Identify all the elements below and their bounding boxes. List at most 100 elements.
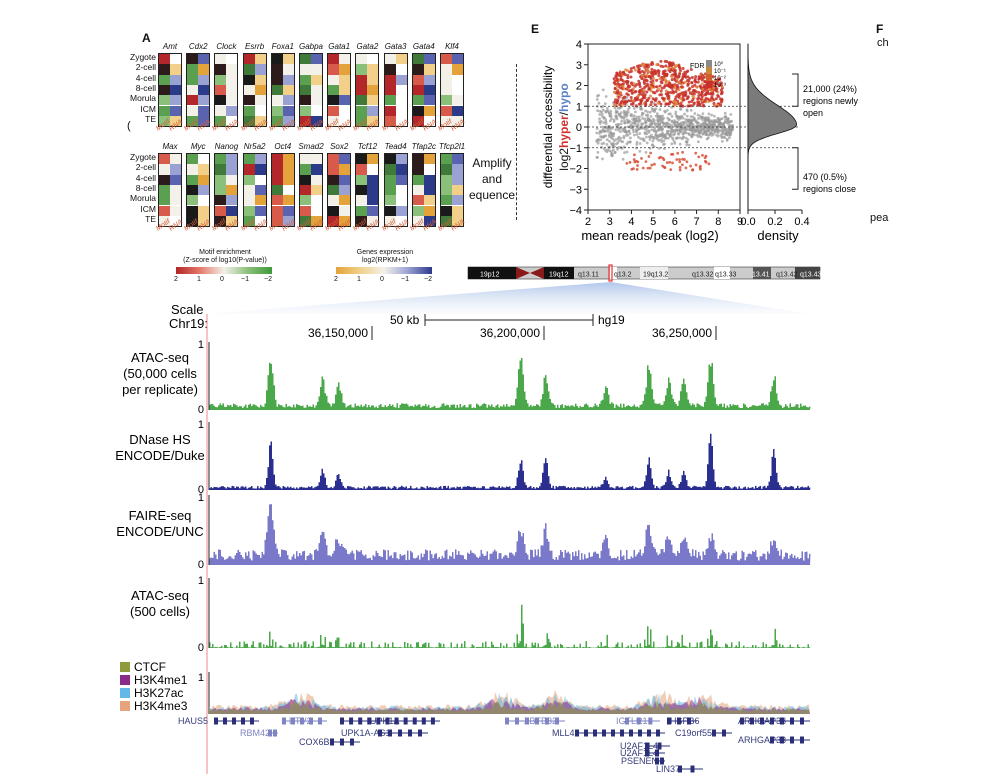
scatter-point [719, 117, 723, 121]
scatter-point [700, 82, 704, 86]
gene-label: COX6B1 [299, 737, 335, 747]
motif-cell [159, 105, 170, 116]
ideogram-band [640, 267, 668, 279]
scatter-point [596, 109, 599, 113]
scatter-point [677, 128, 680, 132]
scatter-point [645, 141, 649, 145]
scatter-point [688, 91, 692, 95]
scatter-point [648, 110, 652, 114]
motif-cell [300, 174, 311, 185]
motif-cell [384, 184, 396, 196]
scatter-point [687, 133, 691, 136]
scatter-point [638, 132, 642, 135]
scatter-point [676, 151, 680, 155]
rna-cell [282, 84, 294, 96]
panel-f-fragment-top: ch [877, 37, 889, 49]
motif-cell [243, 84, 255, 96]
gene-label: RBM42 [240, 728, 270, 738]
scatter-point [647, 155, 651, 158]
scatter-point [612, 120, 616, 123]
scatter-point [685, 160, 689, 164]
scatter-point [641, 138, 645, 142]
motif-cell [215, 195, 227, 206]
scatter-point [690, 81, 694, 85]
scatter-point [661, 65, 665, 69]
gene-exon [430, 717, 435, 725]
scatter-point [699, 97, 703, 101]
scatter-point [635, 140, 639, 144]
scatter-point [704, 118, 708, 121]
motif-cell [356, 74, 368, 85]
gene-header: Cdx2 [188, 42, 208, 51]
stage-label: TE [145, 213, 156, 224]
motif-cell [328, 95, 340, 106]
scatter-point [664, 92, 668, 96]
rna-cell [367, 115, 379, 126]
scatter-point [646, 116, 650, 120]
heatmap-cell-group [411, 153, 436, 227]
gene-header: Tead4 [384, 142, 407, 151]
legend-expr-sub: log2(RPKM+1) [361, 257, 409, 264]
gene-header: Sox2 [330, 142, 349, 151]
motif-cell [187, 195, 199, 206]
histone-legend-label: H3K27ac [134, 686, 183, 700]
gene-label: MLL4 [552, 728, 575, 738]
motif-cell [243, 154, 255, 165]
scatter-point [718, 97, 722, 101]
scatter-point [609, 114, 613, 118]
scatter-point [667, 90, 671, 94]
gene-exon [770, 736, 774, 744]
motif-cell [271, 74, 283, 85]
track-ymin: 0 [198, 404, 204, 416]
scatter-point [652, 128, 656, 132]
scatter-point [621, 84, 625, 88]
scatter-point [624, 80, 628, 84]
gene-header: Max [162, 142, 178, 151]
rna-cell [367, 95, 379, 106]
scatter-point [637, 64, 641, 68]
rna-cell [423, 174, 435, 185]
motif-cell [328, 84, 340, 96]
scatter-point [718, 129, 722, 133]
motif-cell [271, 215, 283, 226]
scatter-point [625, 113, 629, 117]
scatter-point [716, 116, 720, 120]
scatter-point [697, 117, 700, 120]
scatter-point [632, 66, 636, 70]
scatter-point [614, 111, 618, 115]
rna-cell [452, 95, 463, 106]
scatter-point [685, 120, 689, 124]
rna-cell [282, 64, 294, 75]
scatter-point [672, 90, 676, 94]
motif-cell [384, 95, 396, 106]
motif-cell [412, 184, 424, 196]
motif-cell [187, 164, 199, 175]
scatter-point [675, 77, 679, 81]
motif-cell [412, 64, 424, 75]
scatter-point [673, 120, 677, 124]
scatter-point [604, 125, 608, 129]
scatter-point [679, 102, 683, 106]
scatter-point [703, 129, 707, 133]
track-ymin: 0 [198, 559, 204, 571]
ideogram-band [468, 267, 516, 279]
gene-header: Amt [162, 42, 178, 51]
heatmap-cell-group [355, 153, 380, 227]
rna-cell [198, 95, 210, 106]
track-name: (50,000 cells [123, 366, 197, 381]
gene-label: PSENEN [621, 756, 658, 766]
scatter-point [648, 138, 652, 141]
rna-cell [198, 184, 210, 196]
scatter-point [628, 160, 632, 164]
scatter-point [697, 130, 701, 134]
motif-cell [243, 184, 255, 196]
scatter-point [653, 162, 656, 166]
scatter-point [607, 112, 611, 115]
scatter-point [711, 75, 715, 79]
scatter-point [654, 124, 657, 128]
motif-cell [159, 205, 170, 216]
scatter-point [603, 129, 606, 133]
scatter-point [633, 122, 637, 126]
scatter-point [668, 134, 672, 138]
scatter-point [650, 86, 654, 90]
